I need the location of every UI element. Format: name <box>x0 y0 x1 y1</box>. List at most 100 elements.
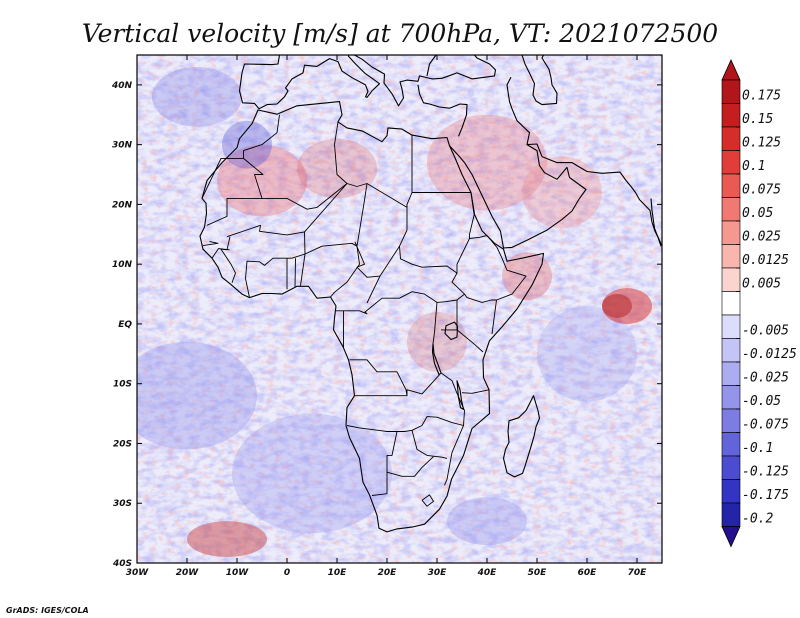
lake-victoria <box>444 321 459 341</box>
credit-text: GrADS: IGES/COLA <box>6 606 89 615</box>
country-border <box>444 425 464 486</box>
latitude-axis: 40N 30N 20N 10N EQ 10S 20S 30S 40S <box>111 81 662 569</box>
country-border <box>461 389 490 394</box>
colorbar-swatch <box>721 244 741 269</box>
lon-tick-label: 50E <box>528 568 548 578</box>
colorbar-label: 0.175 <box>742 89 781 104</box>
colorbar-swatch <box>721 455 741 480</box>
lat-tick-label: 40N <box>111 81 133 91</box>
arabia-coastline <box>449 143 662 249</box>
field-ascent-texture <box>137 55 662 563</box>
lat-tick-label: 40S <box>112 559 132 569</box>
colorbar-label: -0.125 <box>742 465 789 480</box>
colorbar-swatch <box>721 103 741 128</box>
country-border <box>211 248 230 259</box>
colorbar-label: 0.0125 <box>742 253 789 268</box>
colorbar-min-arrow <box>721 526 741 548</box>
country-border <box>366 275 381 304</box>
caspian-coastline <box>521 55 558 106</box>
lat-tick-label: 20S <box>113 439 132 449</box>
colorbar-swatch <box>721 173 741 198</box>
colorbar-swatch <box>721 79 741 104</box>
colorbar-swatch <box>721 408 741 433</box>
field-feature <box>427 114 547 211</box>
lat-tick-label: 10S <box>113 380 132 390</box>
country-border <box>300 253 306 286</box>
colorbar: 0.175 0.15 0.125 0.1 0.075 0.05 0.025 0.0125 0.0… <box>721 59 797 548</box>
mediterranean-north-coast <box>238 55 381 110</box>
colorbar-swatch <box>721 502 741 527</box>
colorbar-swatch <box>721 314 741 339</box>
field-feature <box>187 521 267 558</box>
country-border <box>421 494 434 507</box>
colorbar-swatch <box>721 220 741 245</box>
europe-coastline <box>238 55 281 91</box>
colorbar-max-arrow <box>721 59 741 81</box>
country-border <box>334 144 348 184</box>
lon-tick-label: 60E <box>578 568 598 578</box>
balkans-coastline <box>354 55 497 107</box>
lon-tick-label: 10W <box>226 568 250 578</box>
country-border <box>464 247 527 303</box>
field-feature <box>602 294 632 318</box>
india-coastline <box>650 198 662 247</box>
colorbar-label: -0.075 <box>742 418 789 433</box>
field-feature <box>407 311 467 372</box>
colorbar-label: -0.005 <box>742 324 789 339</box>
colorbar-label: -0.175 <box>742 488 789 503</box>
colorbar-swatch <box>721 126 741 151</box>
country-border <box>202 241 219 247</box>
colorbar-label: -0.2 <box>742 512 773 527</box>
colorbar-label: -0.1 <box>742 441 773 456</box>
country-border <box>411 135 471 193</box>
country-border <box>371 431 398 496</box>
colorbar-swatch <box>721 197 741 222</box>
lat-tick-label: 30N <box>112 141 133 151</box>
lon-tick-label: 10E <box>328 568 348 578</box>
colorbar-swatch <box>721 267 741 292</box>
longitude-axis: 30W 20W 10W 0 10E 20E 30E 40E 50E 60E 70E <box>126 55 647 578</box>
field-feature <box>447 497 527 546</box>
country-border <box>334 121 339 145</box>
iran-border <box>506 76 531 145</box>
country-border <box>330 246 360 298</box>
country-border <box>243 114 280 159</box>
black-sea-coastline <box>426 55 437 77</box>
field-feature <box>232 413 392 534</box>
colorbar-swatch <box>721 385 741 410</box>
colorbar-label: 0.025 <box>742 230 781 245</box>
lon-tick-label: 40E <box>477 568 498 578</box>
field-feature <box>137 341 257 450</box>
lake-tanganyika <box>431 343 442 376</box>
lat-tick-label: 20N <box>112 200 133 210</box>
country-border <box>441 329 484 353</box>
field-feature <box>152 66 242 127</box>
lat-tick-label: 30S <box>113 499 132 509</box>
colorbar-label: 0.125 <box>742 136 781 151</box>
colorbar-label: 0.1 <box>742 159 765 174</box>
lon-tick-label: 70E <box>628 568 648 578</box>
colorbar-swatch <box>721 432 741 457</box>
country-border <box>491 299 497 335</box>
country-border <box>226 183 348 238</box>
lon-tick-label: 20W <box>176 568 200 578</box>
country-border <box>354 183 400 278</box>
africa-coastline <box>199 101 545 533</box>
country-border <box>304 242 358 255</box>
country-border <box>294 258 296 287</box>
lon-tick-label: 30W <box>126 568 150 578</box>
lat-tick-label: 10N <box>112 260 133 270</box>
plot-frame <box>136 54 663 564</box>
lon-tick-label: 20E <box>378 568 398 578</box>
country-border <box>349 359 408 396</box>
field-feature <box>522 156 602 229</box>
field-feature <box>222 120 272 169</box>
country-border <box>354 374 440 397</box>
country-border <box>456 238 470 274</box>
country-border <box>386 456 434 477</box>
colorbar-swatch <box>721 150 741 175</box>
field-feature <box>297 138 377 199</box>
colorbar-swatch <box>721 479 741 504</box>
country-border <box>220 236 236 283</box>
